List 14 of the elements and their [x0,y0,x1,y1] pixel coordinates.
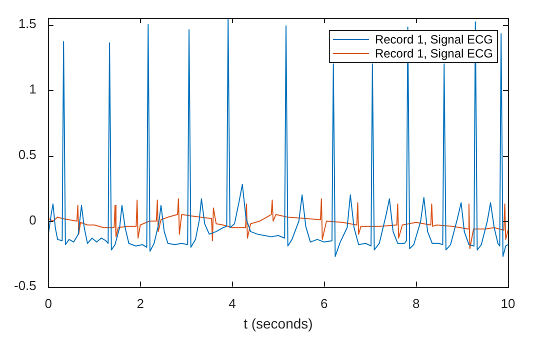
x-tick-label: 6 [320,296,328,311]
y-tick-label: 1.5 [18,16,36,32]
legend-label: Record 1, Signal ECG [374,32,494,46]
x-tick-label: 8 [412,296,420,311]
y-tick-label: 0 [29,212,36,228]
x-tick-label: 4 [228,296,236,311]
legend-label: Record 1, Signal ECG [374,46,494,60]
x-tick-label: 10 [500,296,516,311]
y-tick-label: 0.5 [18,147,36,162]
x-axis-title: t (seconds) [244,315,313,332]
x-tick-label: 0 [44,296,52,311]
x-tick-label: 2 [136,296,144,311]
y-tick-label: 1 [29,82,36,97]
y-tick-label: -0.5 [14,278,36,294]
